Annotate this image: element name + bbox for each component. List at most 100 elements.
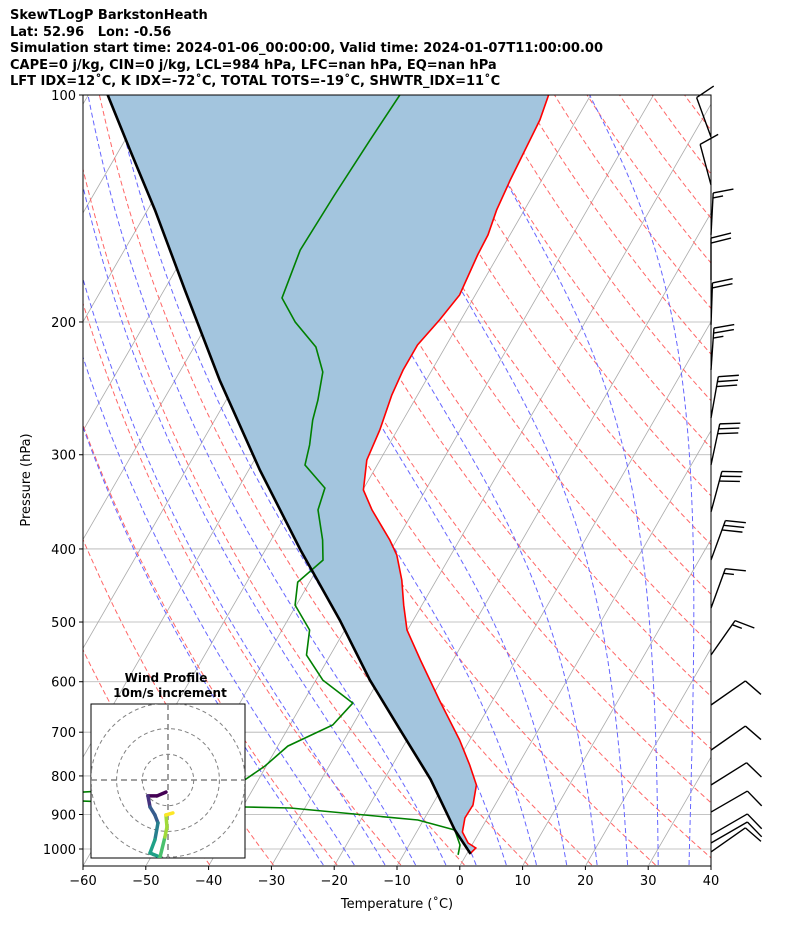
x-tick-label: 30: [640, 874, 657, 889]
barb-full: [716, 384, 738, 388]
dry-adiabat-line: [83, 423, 338, 866]
x-tick-label: 40: [703, 874, 720, 889]
y-tick-label: 600: [51, 676, 76, 691]
hodograph-inset: Wind Profile 10m/s increment: [90, 671, 246, 859]
x-tick-label: −60: [69, 874, 96, 889]
barb-full: [713, 323, 735, 329]
y-tick-label: 300: [51, 449, 76, 464]
barb-full: [713, 188, 734, 194]
barb-full: [725, 567, 746, 572]
isotherm-line: [83, 95, 89, 105]
y-tick-label: 500: [51, 616, 76, 631]
barb-full: [718, 427, 740, 430]
isotherm-line: [522, 538, 711, 866]
y-tick-label: 700: [51, 726, 76, 741]
barb-full: [744, 680, 762, 695]
barb-staff: [710, 192, 714, 235]
barb-staff: [710, 471, 723, 513]
barb-full: [744, 827, 762, 842]
axis-ticks: −60 −50 −40 −30 −20 −10 0 10 20 30 40 100 200 300 400 5…: [43, 89, 719, 889]
barb-full: [746, 790, 763, 807]
wind-barb: [710, 422, 741, 466]
barb-full: [699, 133, 719, 145]
moist-adiabat-line: [83, 355, 355, 866]
title-times: Simulation start time: 2024-01-06_00:00:…: [10, 41, 603, 56]
hodograph-segment: [148, 851, 162, 858]
wind-barb: [710, 619, 755, 656]
wind-barb: [710, 813, 763, 836]
isotherm-line: [208, 95, 654, 866]
wind-barb: [710, 725, 762, 751]
title-indices-2: LFT IDX=12˚C, K IDX=-72˚C, TOTAL TOTS=-1…: [10, 74, 501, 89]
barb-full: [746, 762, 762, 778]
dry-adiabat-line: [521, 95, 711, 355]
x-tick-label: 10: [514, 874, 531, 889]
barb-staff: [710, 762, 747, 786]
wind-barb: [710, 790, 763, 813]
x-tick-label: −20: [320, 874, 347, 889]
barb-staff: [710, 813, 748, 836]
barb-half: [731, 624, 743, 630]
wind-barb: [695, 85, 715, 138]
wind-barb: [710, 232, 732, 281]
barb-staff: [710, 620, 736, 656]
barb-full: [746, 813, 763, 830]
wind-barb: [710, 762, 762, 786]
title-indices-1: CAPE=0 j/kg, CIN=0 j/kg, LCL=984 hPa, LF…: [10, 57, 497, 73]
wind-barb: [710, 188, 734, 235]
barb-staff: [710, 680, 746, 706]
barb-staff: [710, 520, 727, 561]
y-tick-label: 200: [51, 316, 76, 331]
wind-barb: [710, 470, 743, 513]
isotherm-line: [460, 429, 711, 866]
moist-adiabat-line: [83, 277, 386, 866]
hodograph-title: Wind Profile: [125, 671, 208, 685]
wind-barb: [710, 567, 746, 609]
y-axis-label: Pressure (hPa): [19, 433, 34, 526]
barb-full: [721, 529, 743, 533]
barb-full: [717, 432, 739, 435]
parcel-temperature-fill: [107, 95, 549, 854]
wind-barb: [710, 827, 762, 853]
barb-staff: [710, 376, 719, 419]
hodograph-segment: [148, 838, 157, 855]
moist-adiabat-line: [83, 425, 324, 866]
isotherm-line: [648, 756, 711, 866]
parcel-fill-layer: [107, 95, 549, 854]
dry-adiabat-line: [164, 95, 656, 866]
barb-staff: [699, 144, 712, 186]
moist-adiabat-line: [720, 95, 746, 865]
barb-full: [712, 277, 733, 284]
title-station: SkewTLogP BarkstonHeath: [10, 8, 208, 23]
isotherm-line: [271, 103, 711, 866]
dry-adiabat-line: [554, 95, 711, 310]
wind-barb: [710, 519, 746, 561]
barb-staff: [710, 328, 715, 371]
dry-adiabat-line: [717, 95, 794, 865]
hodograph-segment: [158, 835, 167, 858]
barb-full: [734, 619, 755, 629]
barb-full: [712, 282, 733, 289]
dry-adiabat-line: [98, 95, 529, 866]
dry-adiabat-line: [83, 167, 465, 866]
isotherm-line: [712, 95, 794, 865]
wind-barb: [710, 680, 762, 706]
barb-full: [719, 422, 741, 425]
barb-full: [723, 524, 745, 529]
moist-adiabat-line: [83, 184, 417, 866]
barb-full: [713, 328, 735, 334]
parcel-line: [106, 95, 472, 855]
barb-staff: [710, 725, 746, 751]
moist-adiabat-line: [286, 95, 598, 866]
isotherm-line: [397, 321, 711, 866]
barb-half: [713, 335, 724, 339]
title-location: Lat: 52.96 Lon: -0.56: [10, 24, 172, 40]
isotherm-line: [585, 647, 711, 866]
moist-adiabat-line: [589, 95, 695, 866]
y-tick-label: 400: [51, 543, 76, 558]
wind-barb: [710, 277, 733, 325]
dry-adiabat-line: [391, 95, 711, 546]
x-tick-label: −50: [132, 874, 159, 889]
hodograph-segment: [164, 811, 175, 817]
